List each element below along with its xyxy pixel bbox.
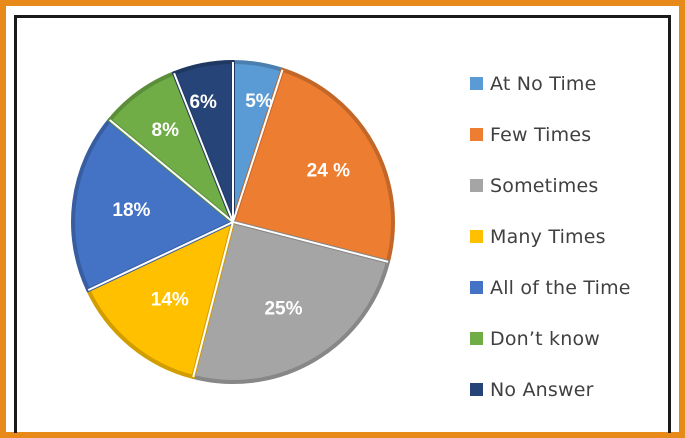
pie-slice-few-times (231, 67, 395, 264)
legend-swatch (470, 332, 483, 345)
legend-swatch (470, 281, 483, 294)
slice-separator (87, 221, 234, 292)
chart-inner-border (14, 15, 671, 433)
slice-separator (173, 72, 234, 223)
legend-item-few-times: Few Times (470, 109, 670, 160)
data-label-don-t-know: 8% (152, 120, 180, 141)
data-label-at-no-time: 5% (245, 91, 273, 112)
legend-swatch (470, 179, 483, 192)
legend-swatch (470, 230, 483, 243)
slice-separator (109, 119, 234, 223)
pie-slice-all-of-the-time (71, 118, 235, 293)
slice-separator (232, 221, 389, 263)
pie-slice-sometimes (191, 220, 390, 384)
data-label-no-answer: 6% (189, 92, 217, 113)
data-label-many-times: 14% (151, 289, 189, 310)
legend: At No Time Few Times Sometimes Many Times Al… (470, 58, 670, 415)
data-label-few-times: 24 % (307, 161, 350, 182)
legend-label: Sometimes (490, 174, 599, 197)
legend-item-sometimes: Sometimes (470, 160, 670, 211)
pie-slice-many-times (86, 220, 235, 379)
legend-swatch (470, 77, 483, 90)
slice-separator (232, 69, 284, 223)
legend-label: No Answer (490, 378, 594, 401)
legend-swatch (470, 128, 483, 141)
legend-item-many-times: Many Times (470, 211, 670, 262)
legend-item-no-answer: No Answer (470, 364, 670, 415)
legend-label: Few Times (490, 123, 592, 146)
legend-item-at-no-time: At No Time (470, 58, 670, 109)
legend-swatch (470, 383, 483, 396)
legend-label: At No Time (490, 72, 597, 95)
data-label-all-of-the-time: 18% (112, 200, 150, 221)
legend-label: Don’t know (490, 327, 601, 350)
slice-separator (192, 221, 234, 378)
legend-item-all-of-the-time: All of the Time (470, 262, 670, 313)
legend-item-don-t-know: Don’t know (470, 313, 670, 364)
data-label-sometimes: 25% (264, 298, 302, 319)
legend-label: Many Times (490, 225, 606, 248)
legend-label: All of the Time (490, 276, 631, 299)
